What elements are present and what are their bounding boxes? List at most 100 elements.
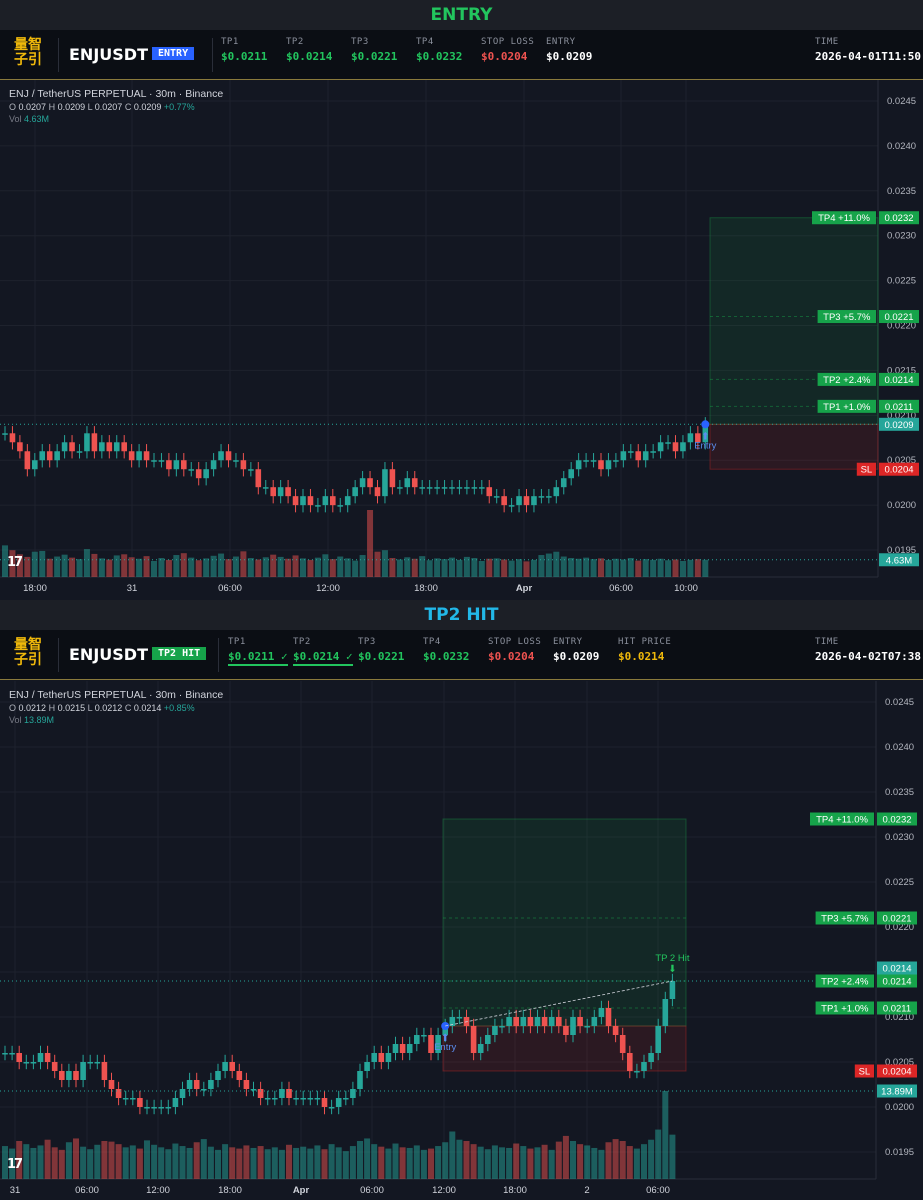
volume-bar [392, 1143, 399, 1179]
candle-body [330, 496, 336, 506]
ohlc-key: H [48, 102, 58, 112]
volume-bar [61, 554, 68, 577]
y-tick-label: 0.0230 [885, 832, 914, 843]
y-tick-label: 0.0215 [887, 365, 916, 376]
volume-bar [662, 1091, 669, 1179]
volume-bar [359, 555, 366, 577]
volume-bar [627, 558, 634, 577]
volume-bar [44, 1139, 51, 1179]
field-value: $0.0221 [358, 650, 405, 663]
x-tick-label: 18:00 [414, 583, 438, 594]
volume-bar [129, 1145, 136, 1179]
price-chart-tp2[interactable]: 0.0245 0.0240 0.0235 0.0230 0.0225 0.0220 0.02… [0, 681, 923, 1200]
header-divider [58, 38, 59, 72]
signal-field-stop-loss: STOP LOSS $0.0204 [481, 37, 534, 63]
volume-bar [271, 1147, 278, 1179]
volume-bar [449, 557, 455, 577]
price-chart-entry[interactable]: 0.0245 0.0240 0.0235 0.0230 0.0225 0.0220 0.02… [0, 80, 923, 600]
volume-bar [173, 555, 180, 577]
volume-bar [250, 1147, 257, 1179]
volume-bar [143, 556, 150, 577]
candle-body [136, 451, 142, 461]
candle-body [399, 1044, 406, 1053]
field-label: STOP LOSS [488, 637, 542, 647]
volume-bar [612, 558, 619, 577]
tradingview-logo-icon: 17 [7, 1157, 23, 1172]
volume-bar [285, 558, 292, 577]
candle-body [343, 1098, 349, 1100]
candle-body [520, 1017, 527, 1026]
candle-body [165, 1107, 172, 1109]
ohlc-change: +0.77% [163, 102, 195, 112]
volume-bar [530, 559, 537, 577]
volume-bar [98, 558, 105, 577]
x-tick-label: 12:00 [432, 1185, 456, 1196]
candle-body [255, 469, 262, 488]
candle-body [695, 433, 701, 443]
volume-bar [560, 556, 567, 577]
candle-body [513, 1017, 519, 1026]
volume-bar [513, 1143, 520, 1179]
y-tick-label: 0.0235 [885, 787, 914, 798]
candle-body [130, 1098, 136, 1100]
candle-body [307, 1098, 314, 1100]
candle-body [485, 1035, 491, 1044]
volume-bar [94, 1144, 101, 1179]
y-tick-label: 0.0225 [885, 877, 914, 888]
candle-body [613, 460, 619, 462]
candle-body [385, 1053, 392, 1062]
candle-body [151, 1107, 157, 1109]
field-label: TP3 [351, 37, 369, 47]
candle-body [233, 460, 239, 462]
y-tick-label: 0.0220 [887, 321, 916, 332]
candle-body [506, 1017, 512, 1026]
volume-bar [605, 1142, 612, 1179]
candle-body [471, 487, 478, 489]
candle-body [371, 1053, 377, 1062]
candle-body [328, 1107, 335, 1109]
field-value: $0.0214 [286, 50, 333, 63]
signal-field-tp1: TP1 $0.0211 ✓ [228, 637, 288, 666]
y-tick-label: 0.0230 [887, 231, 916, 242]
candle-body [210, 460, 217, 470]
volume-bar [665, 560, 672, 577]
candle-body [570, 1017, 576, 1035]
candle-body [428, 1035, 434, 1053]
price-tag-label: TP4 +11.0% [816, 815, 868, 826]
field-label: TP1 [228, 637, 246, 647]
y-tick-label: 0.0245 [885, 697, 914, 708]
volume-bar [115, 1144, 122, 1179]
volume-bar [218, 553, 225, 577]
x-tick-label: 06:00 [609, 583, 633, 594]
volume-bar [69, 557, 76, 577]
volume-bar [553, 551, 560, 577]
x-tick-label: 12:00 [146, 1185, 170, 1196]
candle-body [577, 1017, 583, 1026]
candle-body [583, 460, 589, 462]
candle-body [215, 1071, 221, 1080]
price-tag-value: 0.0232 [884, 213, 913, 224]
volume-bar [335, 1147, 342, 1179]
volume-bar [435, 1146, 442, 1179]
candle-body [300, 496, 306, 506]
entry-to-hit-path [445, 980, 673, 1027]
x-tick-label: Apr [293, 1185, 310, 1196]
entry-marker-label: Entry [434, 1042, 456, 1053]
volume-bar [329, 559, 336, 577]
price-tag-value-bg [879, 417, 919, 431]
candle-body [69, 442, 75, 452]
field-value: $0.0209 [553, 650, 600, 663]
candle-body [627, 1053, 633, 1071]
candle-body [508, 505, 515, 507]
volume-bar [463, 556, 470, 577]
volume-bar [300, 558, 306, 577]
chart-legend: ENJ / TetherUS PERPETUAL · 30m · Binance… [9, 88, 223, 124]
volume-bar [322, 554, 329, 577]
x-tick-label: 06:00 [218, 583, 242, 594]
time-value: 2026-04-01T11:50 [815, 50, 921, 63]
volume-bar [357, 1140, 363, 1179]
candle-body [441, 487, 448, 489]
candle-body [470, 1026, 477, 1053]
candle-body [264, 1098, 271, 1100]
candle-body [272, 1098, 278, 1100]
